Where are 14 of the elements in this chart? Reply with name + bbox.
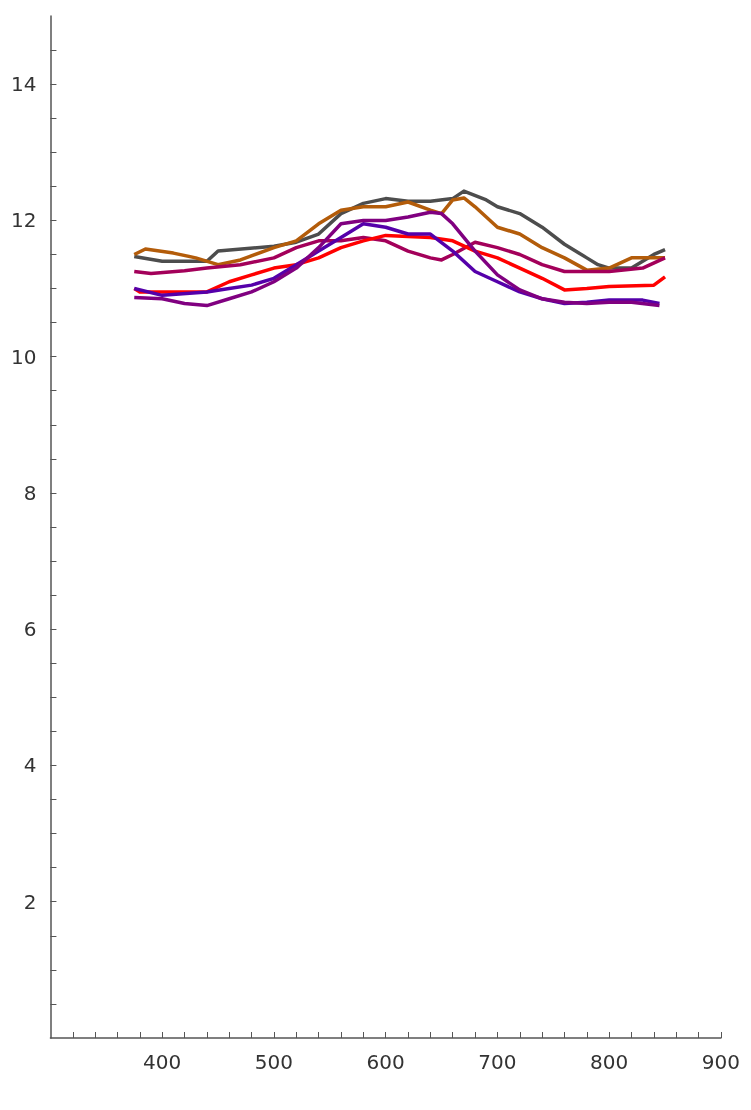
x-tick-label: 600 bbox=[366, 1050, 405, 1074]
y-tick-label: 12 bbox=[11, 208, 37, 233]
y-tick-label: 6 bbox=[23, 617, 37, 642]
y-tick-label: 8 bbox=[23, 480, 37, 505]
y-tick-label: 2 bbox=[23, 889, 37, 914]
x-tick-label: 700 bbox=[478, 1050, 517, 1074]
line-series bbox=[132, 235, 667, 276]
y-tick-label: 10 bbox=[11, 344, 37, 369]
x-tick-label: 400 bbox=[143, 1050, 182, 1074]
y-tick-label: 14 bbox=[11, 72, 37, 97]
y-tick-label: 4 bbox=[23, 753, 37, 778]
x-tick-label: 800 bbox=[590, 1050, 629, 1074]
x-tick-label: 500 bbox=[254, 1050, 294, 1074]
x-tick-label: 900 bbox=[701, 1050, 741, 1074]
